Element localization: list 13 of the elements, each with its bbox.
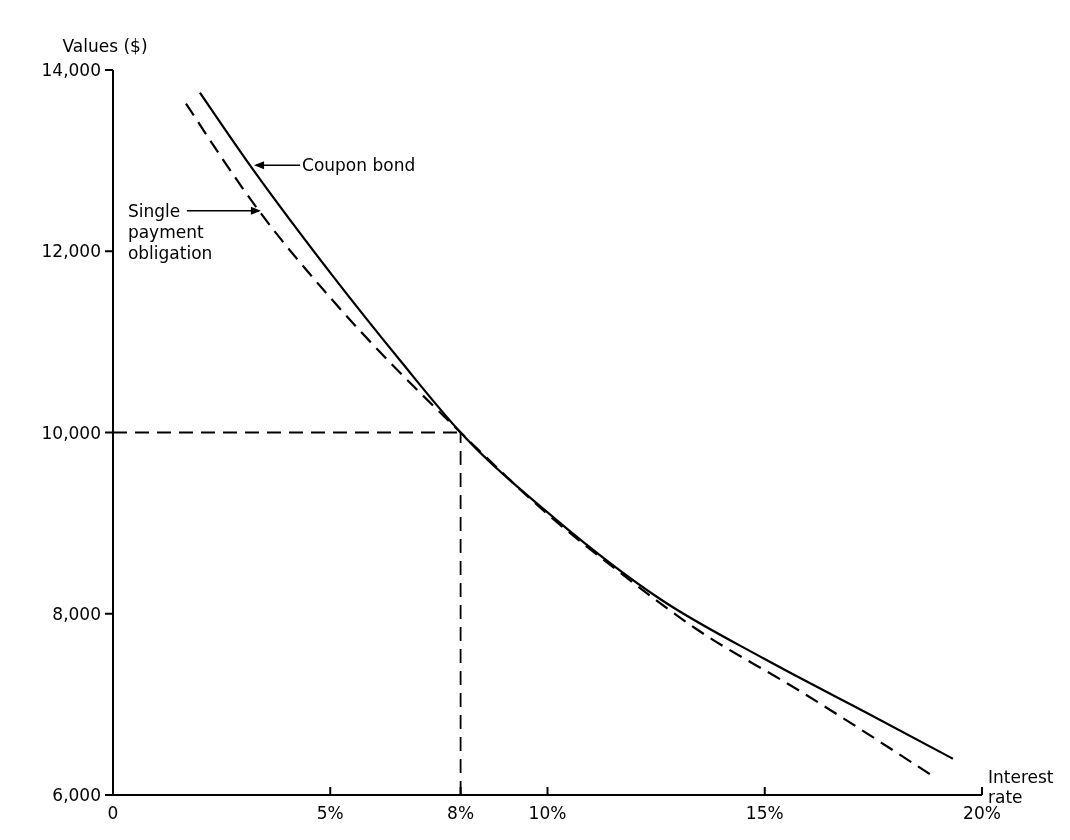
y-tick-label: 14,000 xyxy=(41,60,101,80)
x-tick-label: 5% xyxy=(316,803,344,823)
x-tick-label: 15% xyxy=(745,803,784,823)
x-tick-label: 10% xyxy=(528,803,567,823)
y-tick-label: 8,000 xyxy=(52,603,101,624)
annotation: Single payment obligation xyxy=(127,200,213,263)
annotation: Coupon bond xyxy=(302,155,416,176)
y-tick-label: 10,000 xyxy=(41,422,101,443)
x-tick-label: 0 xyxy=(107,803,119,823)
y-tick-label: 6,000 xyxy=(52,785,101,805)
y-tick-label: 12,000 xyxy=(41,241,101,262)
y-axis-title: Values ($) xyxy=(62,36,148,56)
x-tick-label: 8% xyxy=(447,803,475,823)
